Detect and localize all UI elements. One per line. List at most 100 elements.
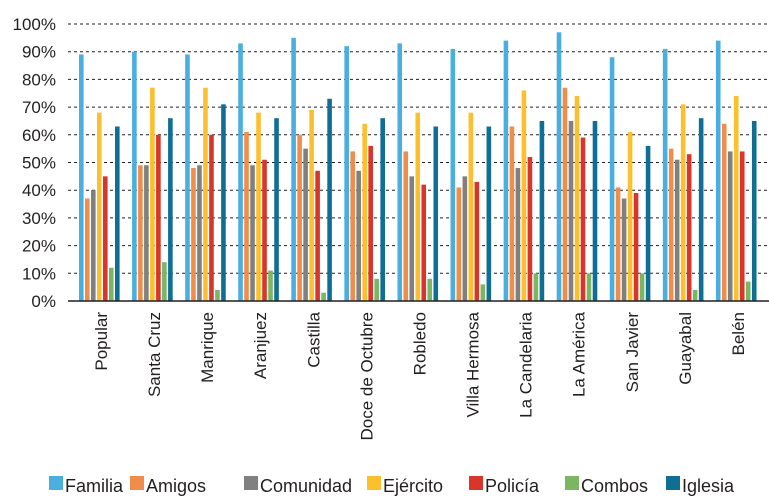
bar: [715, 40, 721, 302]
bar: [374, 278, 379, 301]
bar: [397, 43, 403, 301]
bar: [156, 134, 161, 301]
bar: [727, 151, 733, 301]
bar: [580, 137, 586, 301]
y-tick-label: 60%: [22, 126, 56, 145]
bar: [521, 90, 527, 301]
legend-label: Combos: [581, 476, 648, 496]
bar: [197, 165, 202, 301]
legend-label: Amigos: [146, 476, 206, 496]
bar: [268, 270, 273, 301]
bar: [609, 57, 615, 301]
bar: [297, 134, 302, 301]
bar: [362, 123, 367, 301]
bar: [562, 87, 568, 302]
legend-label: Iglesia: [682, 476, 735, 496]
bar: [592, 120, 598, 301]
bar: [262, 159, 267, 301]
bar: [315, 170, 320, 301]
bar: [409, 176, 415, 301]
legend: Familia Amigos Comunidad Ejército Policía Com…: [49, 476, 735, 496]
y-axis-tick-labels: 0% 10% 20% 30% 40% 50% 60% 70% 80% 90% 100%: [13, 15, 56, 311]
bar: [421, 184, 427, 301]
bar: [427, 278, 433, 301]
bar: [256, 112, 261, 301]
category-label: San Javier: [623, 312, 642, 393]
bar: [415, 112, 421, 301]
y-tick-label: 30%: [22, 209, 56, 228]
bar: [662, 48, 668, 302]
bar: [615, 187, 621, 301]
category-label: Doce de Octubre: [357, 312, 376, 441]
bar: [486, 126, 492, 302]
bar: [474, 181, 480, 301]
y-tick-label: 50%: [22, 154, 56, 173]
bar: [309, 109, 314, 302]
bar: [138, 165, 143, 301]
bar: [568, 120, 574, 301]
bar: [215, 289, 220, 301]
legend-label: Comunidad: [260, 476, 352, 496]
bar: [91, 190, 96, 301]
bar: [733, 96, 739, 302]
bar: [144, 165, 149, 301]
bar: [539, 120, 545, 301]
bar: [344, 46, 349, 301]
bar: [586, 273, 592, 301]
bar: [350, 151, 355, 301]
legend-label: Familia: [65, 476, 124, 496]
bar: [739, 151, 745, 301]
bar: [132, 51, 137, 302]
legend-swatch: [666, 476, 680, 490]
category-label: Aranjuez: [251, 312, 270, 379]
bar: [721, 123, 727, 301]
bar: [103, 176, 108, 301]
category-label: Santa Cruz: [145, 312, 164, 397]
y-tick-label: 90%: [22, 43, 56, 62]
bar: [250, 165, 255, 301]
bar: [238, 43, 243, 301]
legend-swatch: [49, 476, 63, 490]
bar: [480, 284, 486, 301]
bar: [244, 132, 249, 301]
legend-swatch: [565, 476, 579, 490]
legend-label: Policía: [485, 476, 540, 496]
bar: [191, 168, 196, 301]
bar: [327, 98, 332, 301]
y-tick-label: 20%: [22, 237, 56, 256]
bar: [515, 168, 521, 301]
category-label: La Candelaria: [517, 311, 536, 417]
bar: [462, 176, 468, 301]
bar: [356, 170, 361, 301]
category-label: Popular: [92, 312, 111, 371]
bar: [621, 198, 627, 301]
bar: [698, 118, 704, 302]
bar: [668, 148, 674, 301]
bar: [645, 145, 651, 301]
bar: [79, 54, 84, 301]
bar: [627, 132, 633, 301]
bar: [162, 262, 167, 301]
bar: [368, 145, 373, 301]
bar: [221, 104, 226, 301]
y-tick-label: 100%: [13, 15, 56, 34]
legend-swatch: [244, 476, 258, 490]
bar: [209, 134, 214, 301]
bar: [168, 118, 173, 302]
bar: [509, 126, 515, 302]
bar: [291, 37, 296, 301]
bar: [468, 112, 474, 301]
category-label: Belén: [729, 312, 748, 355]
bar: [556, 32, 562, 302]
bar: [85, 198, 90, 301]
bar: [403, 151, 409, 301]
bar: [751, 120, 757, 301]
bar: [185, 54, 190, 301]
legend-label: Ejército: [383, 476, 443, 496]
y-tick-label: 80%: [22, 70, 56, 89]
bar: [527, 156, 533, 301]
y-tick-label: 0%: [31, 292, 56, 311]
bar: [686, 154, 692, 301]
bar: [533, 273, 539, 301]
bar: [692, 289, 698, 301]
